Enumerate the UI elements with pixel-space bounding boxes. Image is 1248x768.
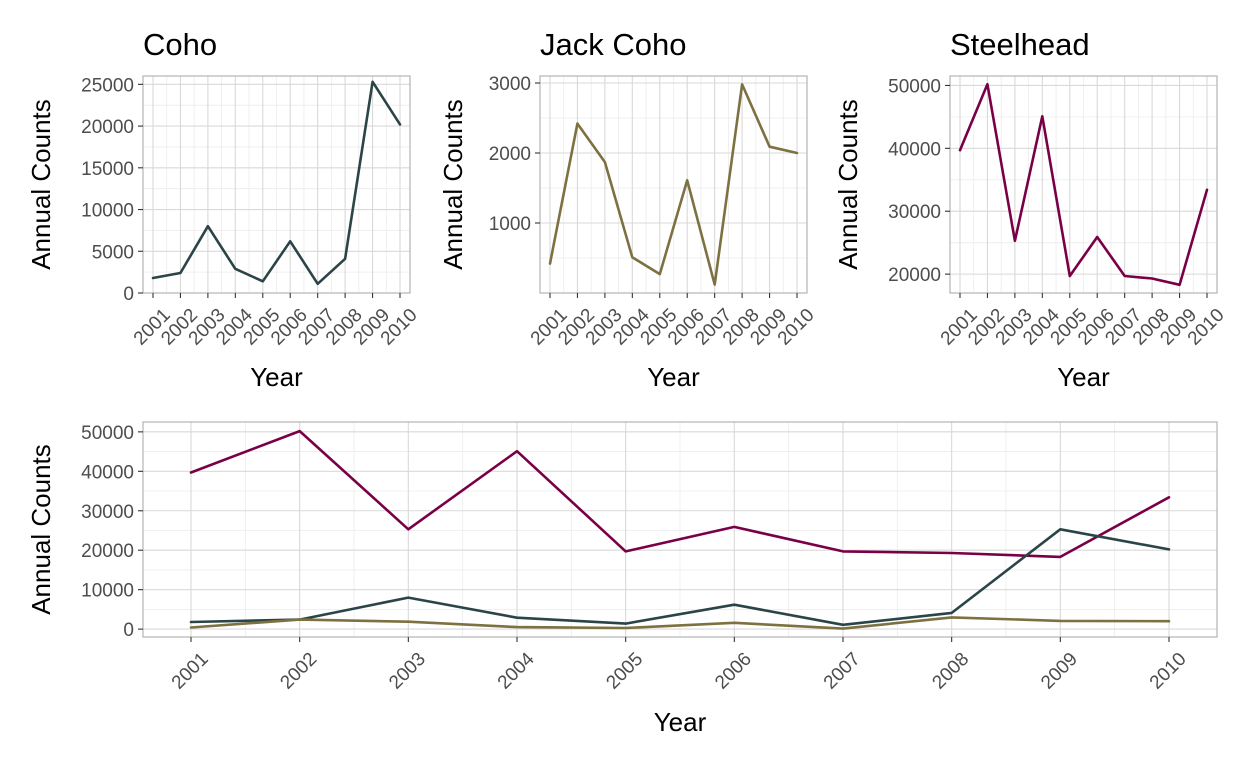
y-tick-label: 3000 <box>489 74 531 95</box>
y-tick-label: 40000 <box>888 139 941 160</box>
panel-border <box>949 75 1218 294</box>
x-tick-label: 2010 <box>1146 649 1191 694</box>
y-tick-label: 5000 <box>92 242 134 263</box>
y-axis-title: Annual Counts <box>26 444 56 615</box>
panel-title: Jack Coho <box>540 27 686 62</box>
panel-border <box>142 75 411 294</box>
y-axis-title: Annual Counts <box>833 99 863 270</box>
y-tick-label: 1000 <box>489 214 531 235</box>
y-tick-label: 0 <box>123 284 134 305</box>
x-tick-label: 2007 <box>820 649 865 694</box>
y-axis-title: Annual Counts <box>438 99 468 270</box>
y-tick-label: 30000 <box>888 202 941 223</box>
y-tick-label: 10000 <box>81 581 134 602</box>
y-tick-label: 50000 <box>888 76 941 97</box>
y-axis-title: Annual Counts <box>26 99 56 270</box>
y-tick-label: 2000 <box>489 144 531 165</box>
y-tick-label: 50000 <box>81 423 134 444</box>
panel-title: Steelhead <box>950 27 1090 62</box>
series-line-3 <box>189 616 1171 630</box>
panel-4: 0 10000 20000 30000 40000 50000 2001 2002 2003 20… <box>26 421 1218 737</box>
x-axis-title: Year <box>1057 362 1110 392</box>
y-tick-label: 20000 <box>888 265 941 286</box>
y-tick-label: 20000 <box>81 541 134 562</box>
y-tick-label: 10000 <box>81 201 134 222</box>
x-tick-label: 2002 <box>277 649 322 694</box>
x-tick-label: 2005 <box>603 649 648 694</box>
series-line-1 <box>151 80 402 286</box>
x-tick-label: 2006 <box>711 649 756 694</box>
y-tick-label: 30000 <box>81 502 134 523</box>
panel-border <box>142 421 1218 638</box>
panel-3: 2000030000400005000020012002200320042005… <box>833 27 1229 392</box>
y-tick-label: 0 <box>123 620 134 641</box>
y-tick-label: 15000 <box>81 159 134 180</box>
x-tick-label: 2003 <box>385 649 430 694</box>
x-tick-label: 2001 <box>168 649 213 694</box>
series-line-2 <box>189 527 1171 627</box>
x-tick-label: 2009 <box>1037 649 1082 694</box>
x-axis-title: Year <box>647 362 700 392</box>
x-tick-label: 2004 <box>494 648 539 693</box>
panel-title: Coho <box>143 27 217 62</box>
y-tick-label: 25000 <box>81 75 134 96</box>
y-tick-label: 20000 <box>81 117 134 138</box>
x-tick-label: 2008 <box>929 649 974 694</box>
panel-2: 1000200030002001200220032004200520062007… <box>438 27 819 392</box>
x-axis-title: Year <box>250 362 303 392</box>
y-tick-label: 40000 <box>81 462 134 483</box>
series-line-1 <box>958 82 1209 287</box>
panel-1: 0500010000150002000025000200120022003200… <box>26 27 422 392</box>
x-axis-title: Year <box>654 707 707 737</box>
series-line-1 <box>189 429 1171 559</box>
series-line-1 <box>548 83 799 286</box>
panel-border <box>539 75 808 294</box>
